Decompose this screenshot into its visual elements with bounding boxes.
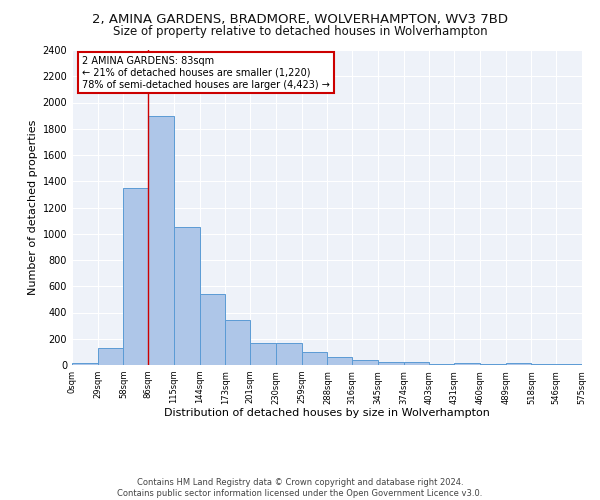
Bar: [454, 363, 480, 365]
Bar: [352, 360, 378, 365]
Bar: [72, 363, 98, 365]
Bar: [404, 362, 430, 365]
Bar: [226, 320, 250, 365]
Bar: [302, 352, 328, 365]
Bar: [430, 364, 454, 365]
X-axis label: Distribution of detached houses by size in Wolverhampton: Distribution of detached houses by size …: [164, 408, 490, 418]
Text: Contains HM Land Registry data © Crown copyright and database right 2024.
Contai: Contains HM Land Registry data © Crown c…: [118, 478, 482, 498]
Bar: [378, 362, 404, 365]
Bar: [250, 342, 276, 365]
Bar: [480, 364, 506, 365]
Bar: [148, 116, 174, 365]
Text: Size of property relative to detached houses in Wolverhampton: Size of property relative to detached ho…: [113, 25, 487, 38]
Bar: [174, 227, 200, 365]
Bar: [556, 364, 582, 365]
Bar: [532, 364, 556, 365]
Text: 2 AMINA GARDENS: 83sqm
← 21% of detached houses are smaller (1,220)
78% of semi-: 2 AMINA GARDENS: 83sqm ← 21% of detached…: [82, 56, 330, 90]
Bar: [200, 294, 226, 365]
Text: 2, AMINA GARDENS, BRADMORE, WOLVERHAMPTON, WV3 7BD: 2, AMINA GARDENS, BRADMORE, WOLVERHAMPTO…: [92, 12, 508, 26]
Bar: [276, 342, 302, 365]
Bar: [506, 363, 532, 365]
Bar: [98, 348, 124, 365]
Bar: [124, 188, 148, 365]
Bar: [328, 357, 352, 365]
Y-axis label: Number of detached properties: Number of detached properties: [28, 120, 38, 295]
